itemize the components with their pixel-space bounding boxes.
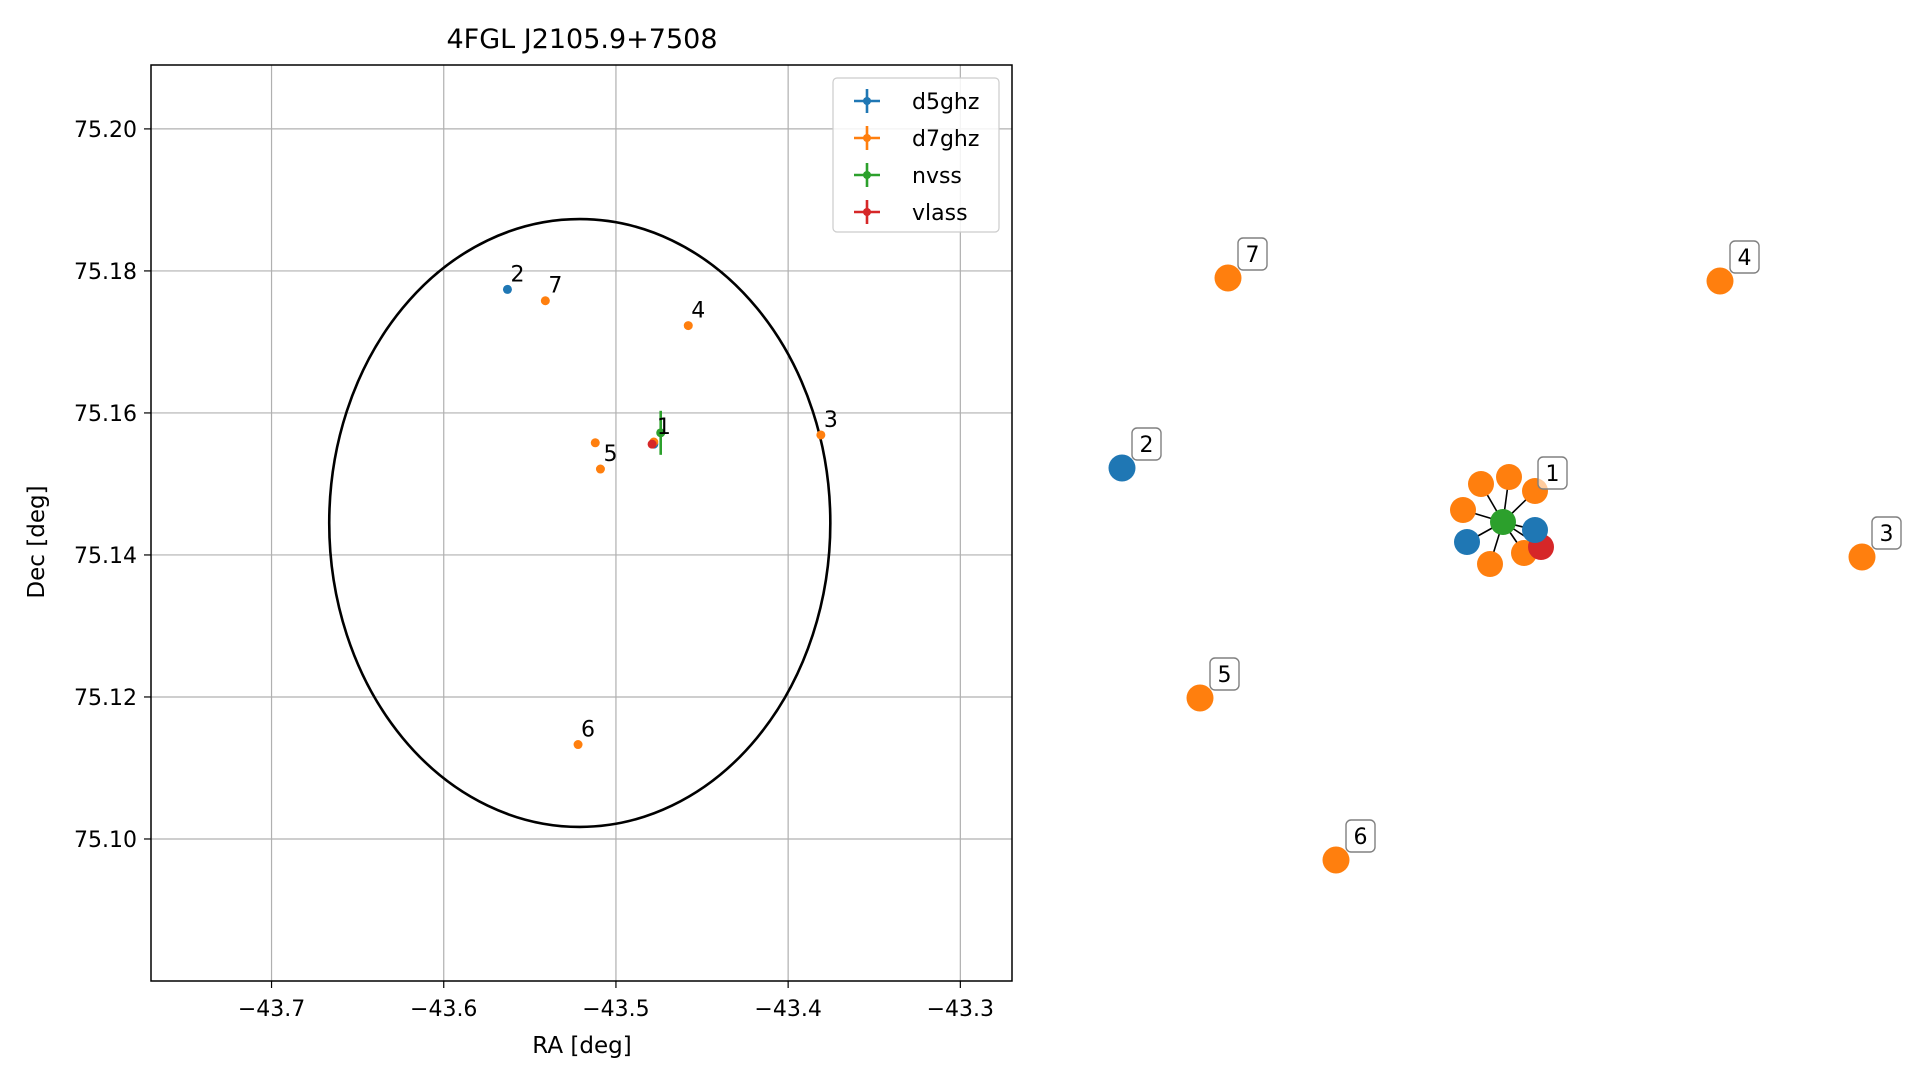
x-tick-label: −43.3	[927, 997, 994, 1022]
d5ghz-point	[502, 284, 512, 294]
x-tick-label: −43.4	[754, 997, 821, 1022]
d7ghz-point	[540, 296, 550, 306]
point-labels-layer: 2 1 3 4 5 6 7	[510, 262, 837, 742]
network-label: 1	[1546, 462, 1560, 487]
data-points-layer	[502, 284, 826, 750]
network-label: 2	[1140, 433, 1154, 458]
association-network: 7 4 2 1 3 5 6	[1108, 237, 1902, 874]
network-label-box	[1237, 237, 1268, 271]
legend-marker-dot	[863, 134, 871, 142]
y-tick-label: 75.16	[74, 402, 137, 427]
y-tick-label: 75.12	[74, 686, 137, 711]
network-label-box	[1345, 819, 1376, 853]
legend-label-d7ghz: d7ghz	[912, 127, 979, 152]
network-node-d7-e	[1477, 551, 1503, 577]
network-node-6	[1322, 846, 1350, 874]
legend-marker-dot	[863, 171, 871, 179]
network-label-box	[1209, 657, 1240, 691]
d7ghz-point	[683, 321, 693, 331]
network-label: 7	[1246, 243, 1260, 268]
x-tick-label: −43.5	[582, 997, 649, 1022]
x-axis-ticks: −43.7 −43.6 −43.5 −43.4 −43.3	[238, 981, 994, 1022]
d7ghz-point	[595, 464, 605, 474]
point-label: 5	[603, 442, 617, 467]
plot-frame	[150, 64, 1013, 982]
legend-marker-dot	[863, 208, 871, 216]
y-tick-label: 75.20	[74, 118, 137, 143]
vlass-point	[647, 439, 657, 449]
x-tick-label: −43.6	[410, 997, 477, 1022]
point-label: 2	[510, 262, 524, 287]
network-label: 4	[1738, 246, 1752, 271]
legend-label-d5ghz: d5ghz	[912, 90, 979, 115]
legend-label-vlass: vlass	[912, 201, 968, 226]
x-axis-label: RA [deg]	[532, 1033, 631, 1059]
y-tick-label: 75.18	[74, 260, 137, 285]
network-center-node	[1490, 509, 1516, 535]
y-tick-label: 75.10	[74, 828, 137, 853]
uncertainty-ellipse-layer	[327, 217, 832, 829]
y-axis-label: Dec [deg]	[24, 485, 50, 598]
point-label: 4	[691, 299, 705, 324]
network-label-box	[1729, 240, 1760, 274]
network-node-d7-d	[1450, 497, 1476, 523]
network-node-4	[1706, 267, 1734, 295]
nvss-point	[656, 428, 666, 438]
d7ghz-point	[590, 438, 600, 448]
network-label-box	[1871, 516, 1902, 550]
network-node-d5-a	[1522, 517, 1548, 543]
d7ghz-point	[816, 430, 826, 440]
legend-marker-dot	[863, 97, 871, 105]
point-label: 1	[657, 415, 671, 440]
legend-label-nvss: nvss	[912, 164, 962, 189]
network-node-7	[1214, 264, 1242, 292]
point-label: 3	[824, 408, 838, 433]
network-label: 5	[1218, 663, 1232, 688]
point-label: 7	[548, 274, 562, 299]
network-node-d5-b	[1454, 529, 1480, 555]
point-label: 6	[581, 718, 595, 743]
uncertainty-ellipse	[327, 217, 832, 829]
network-label-box	[1131, 427, 1162, 461]
legend: d5ghz d7ghz nvss vlass	[832, 77, 1000, 233]
network-node-2	[1108, 454, 1136, 482]
network-node-d7-a	[1468, 471, 1494, 497]
x-tick-label: −43.7	[238, 997, 305, 1022]
legend-box	[832, 77, 1000, 233]
network-label: 3	[1880, 522, 1894, 547]
network-label: 6	[1354, 825, 1368, 850]
network-node-d7-b	[1496, 464, 1522, 490]
chart-title: 4FGL J2105.9+7508	[446, 24, 717, 55]
network-node-5	[1186, 684, 1214, 712]
network-node-3	[1848, 543, 1876, 571]
network-label-box	[1537, 456, 1568, 490]
y-tick-label: 75.14	[74, 544, 137, 569]
d7ghz-point	[573, 740, 583, 750]
y-axis-ticks: 75.10 75.12 75.14 75.16 75.18 75.20	[74, 118, 151, 853]
